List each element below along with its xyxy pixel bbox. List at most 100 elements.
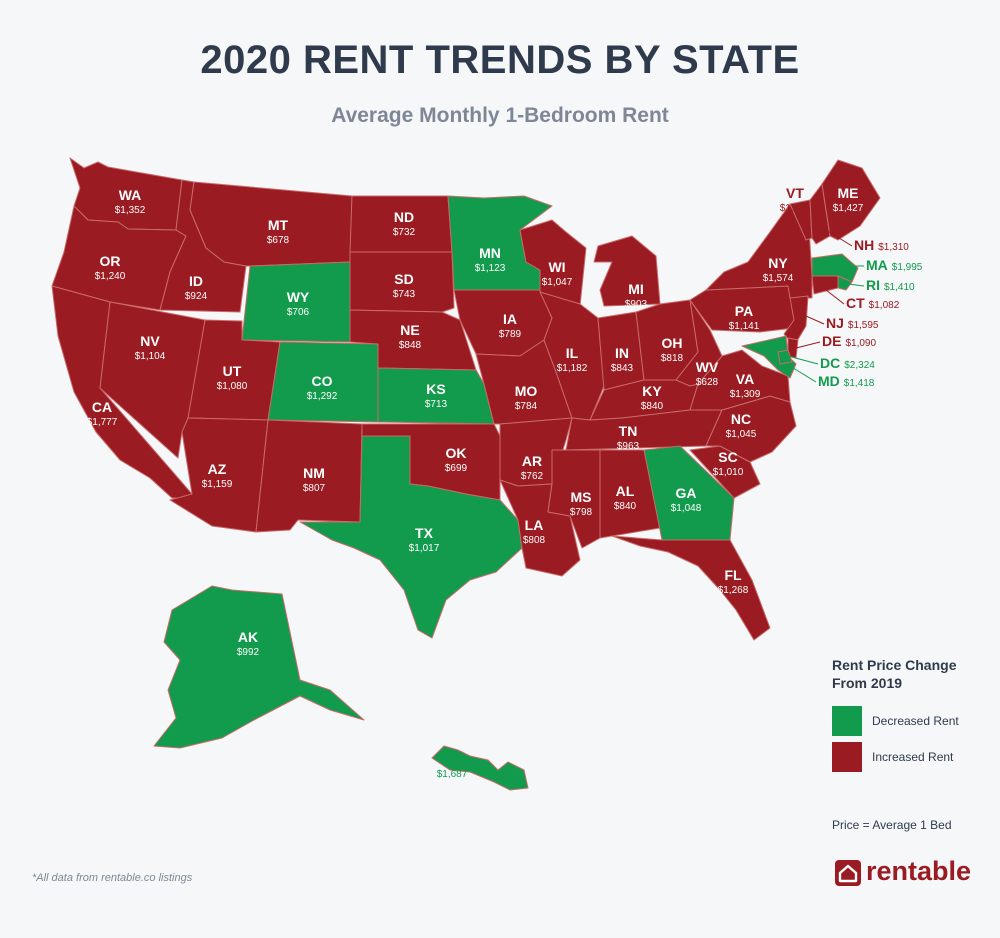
legend-label-decreased: Decreased Rent [872, 714, 959, 728]
state-price-ak: $992 [237, 647, 260, 658]
state-label-nm: NM [303, 465, 325, 481]
state-label-ny: NY [768, 255, 788, 271]
state-label-ks: KS [426, 381, 445, 397]
state-price-nm: $807 [303, 483, 326, 494]
page-subtitle: Average Monthly 1-Bedroom Rent [331, 104, 669, 127]
state-price-mn: $1,123 [475, 263, 506, 274]
state-label-va: VA [736, 371, 754, 387]
legend-title-line1: Rent Price Change [832, 657, 957, 673]
state-price-nj: $1,595 [848, 320, 879, 331]
legend-item-increased: Increased Rent [832, 742, 992, 772]
state-label-nc: NC [731, 411, 751, 427]
state-wv [675, 299, 723, 387]
state-label-ak: AK [238, 629, 258, 645]
state-ak [153, 585, 365, 749]
state-price-tx: $1,017 [409, 543, 440, 554]
state-price-me: $1,427 [833, 203, 864, 214]
state-label-ok: OK [446, 445, 467, 461]
state-label-la: LA [525, 517, 544, 533]
footnote: *All data from rentable.co listings [32, 872, 193, 884]
state-price-ga: $1,048 [671, 503, 702, 514]
state-label-ca: CA [92, 399, 112, 415]
legend-item-decreased: Decreased Rent [832, 706, 992, 736]
legend-note: Price = Average 1 Bed [832, 818, 952, 832]
leader-line-de [795, 341, 821, 349]
state-price-id: $924 [185, 291, 208, 302]
state-price-wa: $1,352 [115, 205, 146, 216]
state-price-wv: $628 [696, 377, 719, 388]
state-dc [777, 349, 793, 365]
state-price-nv: $1,104 [135, 351, 166, 362]
state-price-sc: $1,010 [713, 467, 744, 478]
state-price-nc: $1,045 [726, 429, 757, 440]
state-label-sc: SC [718, 449, 737, 465]
state-label-in: IN [615, 345, 629, 361]
state-label-ar: AR [522, 453, 542, 469]
state-price-ri: $1,410 [884, 282, 915, 293]
state-price-ut: $1,080 [217, 381, 248, 392]
state-label-ri: RI [866, 277, 880, 293]
state-price-pa: $1,141 [729, 321, 760, 332]
state-mi [593, 235, 661, 307]
state-label-nj: NJ [826, 315, 844, 331]
state-fl [611, 535, 771, 641]
state-price-fl: $1,268 [718, 585, 749, 596]
state-label-vt: VT [786, 185, 804, 201]
state-label-nd: ND [394, 209, 414, 225]
state-label-az: AZ [208, 461, 227, 477]
legend-label-increased: Increased Rent [872, 750, 954, 764]
state-price-la: $808 [523, 535, 546, 546]
state-label-wa: WA [119, 187, 142, 203]
leader-line-ri [847, 283, 865, 287]
state-me [821, 159, 881, 241]
state-price-md: $1,418 [844, 378, 875, 389]
state-label-ky: KY [642, 383, 662, 399]
state-label-wy: WY [287, 289, 310, 305]
state-label-pa: PA [735, 303, 753, 319]
page-title: 2020 RENT TRENDS BY STATE [200, 38, 800, 82]
state-price-sd: $743 [393, 289, 416, 300]
state-price-il: $1,182 [557, 363, 588, 374]
state-label-fl: FL [724, 567, 742, 583]
state-label-md: MD [818, 373, 840, 389]
state-label-sd: SD [394, 271, 413, 287]
increased-swatch [832, 742, 862, 772]
state-price-ks: $713 [425, 399, 448, 410]
state-label-mi: MI [628, 281, 644, 297]
state-price-va: $1,309 [730, 389, 761, 400]
state-price-hi: $1,687 [437, 769, 468, 780]
state-price-or: $1,240 [95, 271, 126, 282]
state-al [599, 449, 661, 539]
leader-line-dc [787, 355, 819, 365]
legend-title-line2: From 2019 [832, 675, 903, 691]
house-icon [835, 860, 861, 886]
decreased-swatch [832, 706, 862, 736]
state-price-ma: $1,995 [892, 262, 923, 273]
state-label-de: DE [822, 333, 841, 349]
state-label-dc: DC [820, 355, 840, 371]
leader-line-ct [825, 289, 845, 305]
state-md [741, 335, 797, 379]
state-label-tn: TN [619, 423, 638, 439]
state-sc [689, 445, 761, 499]
state-label-ut: UT [223, 363, 242, 379]
state-price-al: $840 [614, 501, 637, 512]
state-price-ar: $762 [521, 471, 544, 482]
state-sd [349, 251, 455, 313]
state-label-hi: HI [445, 751, 459, 767]
state-la [499, 479, 581, 577]
state-label-ma: MA [866, 257, 888, 273]
state-price-ct: $1,082 [869, 300, 900, 311]
state-price-ok: $699 [445, 463, 468, 474]
state-price-nh: $1,310 [878, 242, 909, 253]
state-label-me: ME [838, 185, 859, 201]
state-price-dc: $2,324 [844, 360, 875, 371]
state-label-wv: WV [696, 359, 719, 375]
state-price-ne: $848 [399, 340, 422, 351]
state-va [689, 349, 791, 411]
leader-line-md [789, 365, 817, 383]
state-price-az: $1,159 [202, 479, 233, 490]
state-price-mo: $784 [515, 401, 538, 412]
state-label-id: ID [189, 273, 203, 289]
